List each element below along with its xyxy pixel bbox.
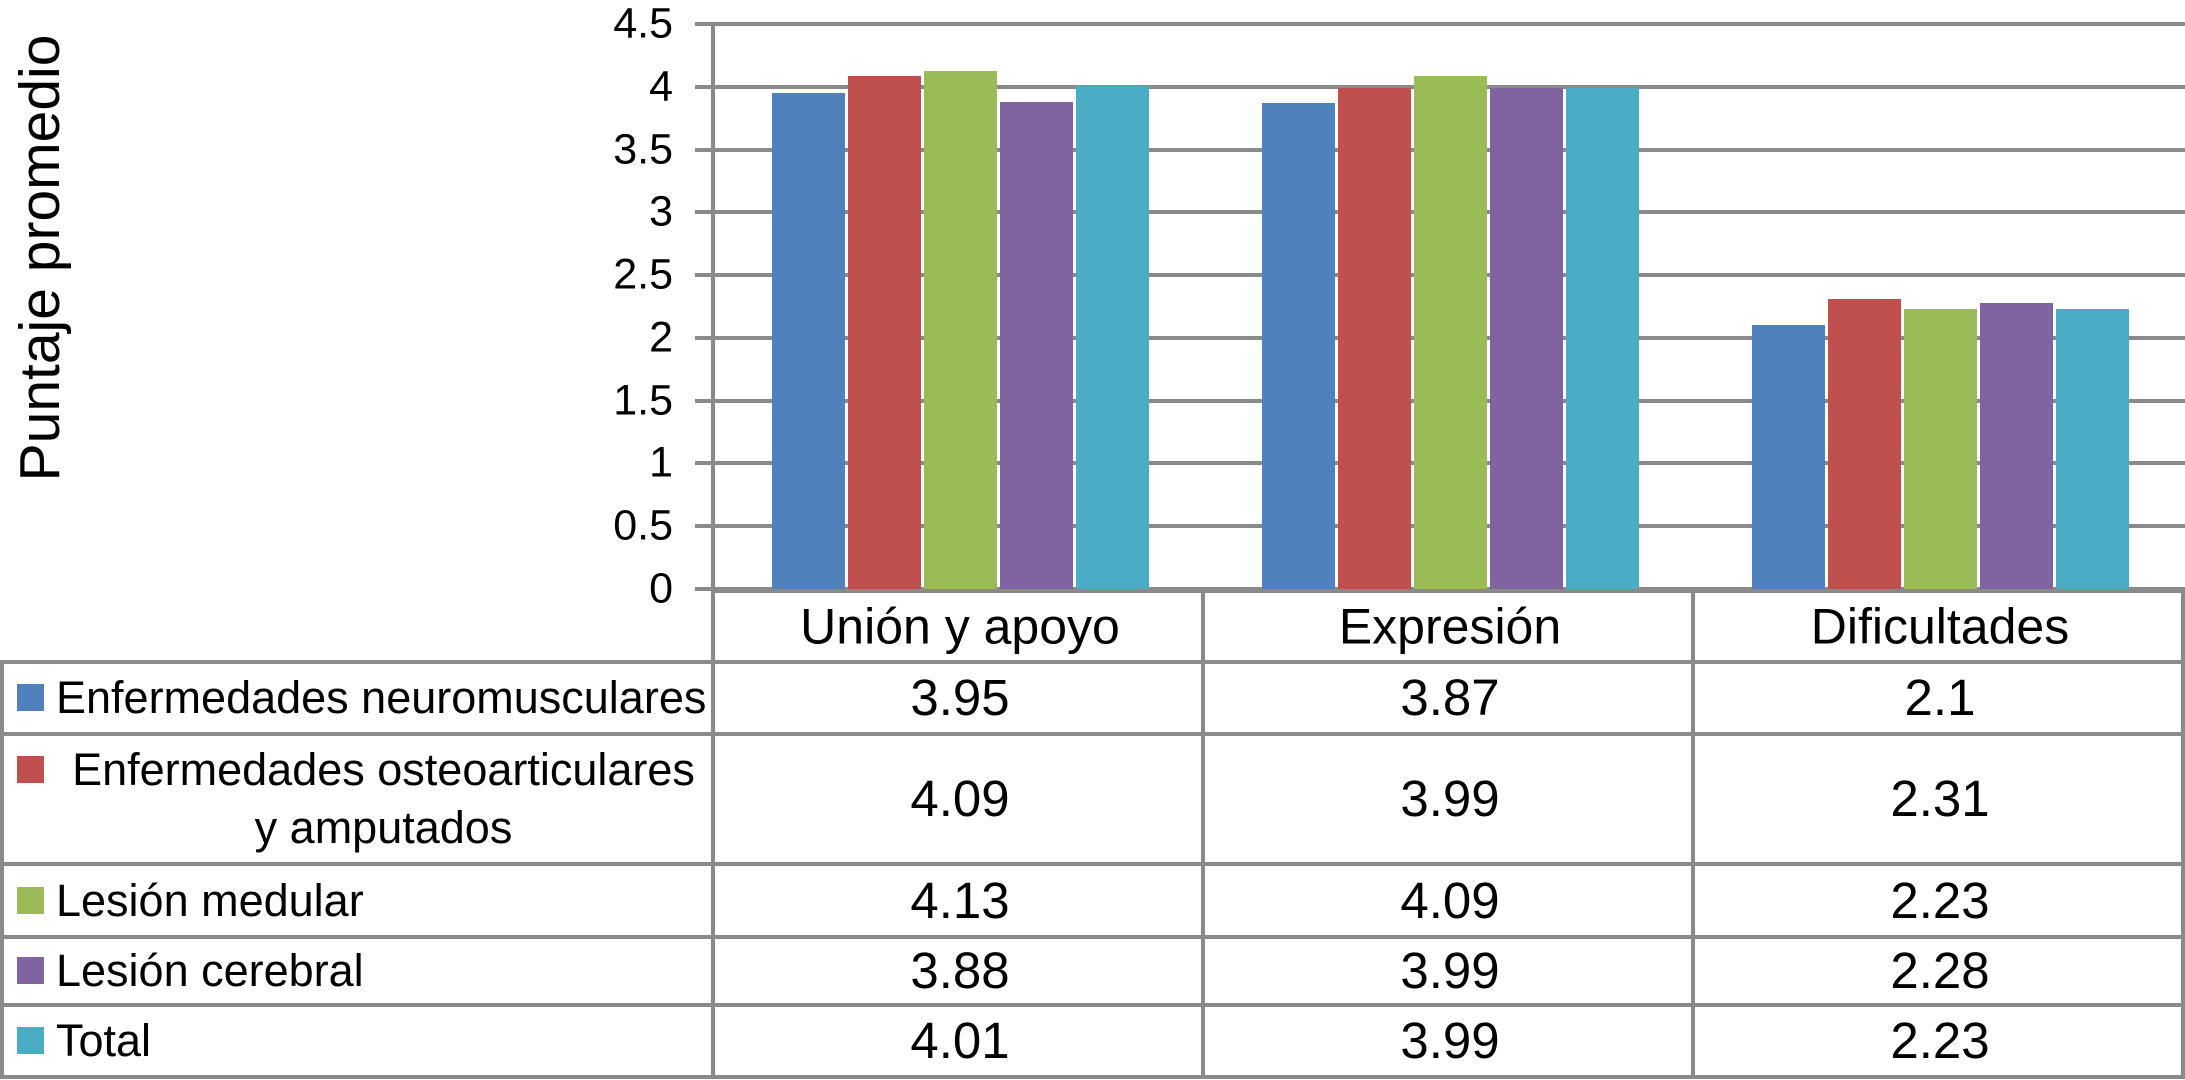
value-cell: 3.87	[1400, 668, 1500, 726]
bar-3-category-2	[1413, 75, 1487, 589]
table-border-line	[0, 660, 4, 1079]
y-tick-label: 1	[649, 438, 673, 487]
series-name-label: Total	[56, 1015, 152, 1066]
value-cell: 2.23	[1890, 1011, 1990, 1069]
table-border-line	[0, 935, 2185, 939]
series-label-inner: Lesión medular	[4, 872, 364, 930]
value-cell: 2.23	[1890, 871, 1990, 929]
bar-4-category-2	[1489, 88, 1563, 589]
value-cell: 4.09	[1400, 871, 1500, 929]
series-label-cell: Total	[4, 1007, 711, 1075]
value-cell: 4.01	[910, 1011, 1010, 1069]
series-label-cell: Enfermedades neuromusculares	[4, 664, 711, 732]
table-border-line	[0, 862, 2185, 866]
legend-key-icon	[17, 684, 44, 711]
value-cell: 2.31	[1890, 769, 1990, 827]
value-cell: 3.95	[910, 668, 1010, 726]
y-axis-line	[711, 22, 715, 1079]
value-cell: 3.88	[910, 941, 1010, 999]
gridline	[695, 22, 2185, 26]
y-tick-label: 1.5	[613, 376, 673, 425]
series-label-cell: Lesión cerebral	[4, 939, 711, 1003]
bar-1-category-1	[771, 93, 845, 589]
table-border-line	[1691, 589, 1695, 1079]
column-header: Dificultades	[1810, 598, 2070, 654]
table-border-line	[1201, 589, 1205, 1079]
bar-5-category-1	[1075, 85, 1149, 589]
value-cell: 4.13	[910, 871, 1010, 929]
legend-key-icon	[17, 1027, 44, 1054]
table-border-line	[2181, 589, 2185, 1079]
bar-group	[715, 24, 1205, 589]
value-cell: 3.99	[1400, 769, 1500, 827]
data-table: Unión y apoyo Expresión Dificultades Enferm…	[0, 589, 2185, 1080]
series-label-cell: Lesión medular	[4, 866, 711, 935]
value-cell: 3.99	[1400, 941, 1500, 999]
y-tick-label: 0	[649, 564, 673, 613]
y-tick-label: 4.5	[613, 0, 673, 48]
bar-1-category-3	[1751, 325, 1825, 589]
series-label-inner: Lesión cerebral	[4, 942, 364, 1000]
legend-key-icon	[17, 886, 44, 914]
column-header: Expresión	[1338, 598, 1562, 654]
series-name-label: Enfermedades osteoarticulares y amputado…	[72, 744, 695, 853]
y-tick-label: 2	[649, 313, 673, 362]
plot-area: 4.5 4 3.5 3 2.5 2 1.5 1 0.5 0	[613, 0, 2185, 1079]
y-tick-label: 4	[649, 62, 673, 111]
bar-3-category-1	[923, 70, 997, 589]
series-label-inner: Enfermedades neuromusculares	[4, 669, 706, 727]
value-cell: 2.28	[1890, 941, 1990, 999]
series-label-inner: Enfermedades osteoarticulares y amputado…	[4, 741, 711, 857]
y-tick-label: 3.5	[613, 125, 673, 174]
bar-2-category-2	[1337, 88, 1411, 589]
bar-2-category-1	[847, 75, 921, 589]
table-border-line	[711, 589, 2185, 593]
bar-4-category-1	[999, 101, 1073, 589]
series-label-inner: Total	[4, 1012, 151, 1070]
value-cell: 4.09	[910, 769, 1010, 827]
bar-3-category-3	[1903, 309, 1977, 589]
legend-key-icon	[17, 957, 44, 984]
bar-4-category-3	[1979, 302, 2053, 589]
series-name-label: Lesión medular	[56, 874, 364, 926]
bar-group	[1695, 24, 2185, 589]
series-name-label: Lesión cerebral	[56, 945, 364, 996]
y-tick-label: 2.5	[613, 250, 673, 299]
bar-5-category-2	[1565, 88, 1639, 589]
table-border-line	[0, 732, 2185, 736]
series-label-cell: Enfermedades osteoarticulares y amputado…	[4, 736, 711, 862]
table-border-line	[0, 1003, 2185, 1007]
bar-group	[1205, 24, 1695, 589]
bar-2-category-3	[1827, 299, 1901, 589]
table-border-line	[0, 660, 2185, 664]
y-tick-label: 0.5	[613, 501, 673, 550]
value-cell: 3.99	[1400, 1011, 1500, 1069]
column-header: Unión y apoyo	[800, 598, 1120, 654]
table-border-line	[0, 1075, 2185, 1079]
y-tick-label: 3	[649, 187, 673, 236]
bar-5-category-3	[2055, 309, 2129, 589]
legend-key-icon	[17, 756, 44, 783]
value-cell: 2.1	[1904, 668, 1976, 726]
bar-1-category-2	[1261, 103, 1335, 589]
series-name-label: Enfermedades neuromusculares	[56, 672, 707, 723]
